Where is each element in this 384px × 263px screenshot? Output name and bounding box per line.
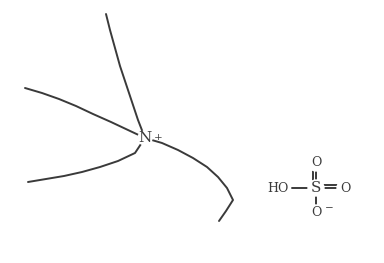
Text: O: O [340,181,350,195]
Text: O: O [311,156,321,169]
Text: +: + [154,133,163,142]
Circle shape [308,180,324,196]
Text: S: S [311,181,321,195]
Text: O: O [311,206,321,220]
Circle shape [337,180,353,196]
Circle shape [270,180,286,196]
Text: −: − [325,205,334,214]
Circle shape [308,155,324,171]
Text: HO: HO [267,181,289,195]
Text: N: N [138,131,152,145]
Circle shape [138,131,152,145]
Circle shape [308,205,324,221]
